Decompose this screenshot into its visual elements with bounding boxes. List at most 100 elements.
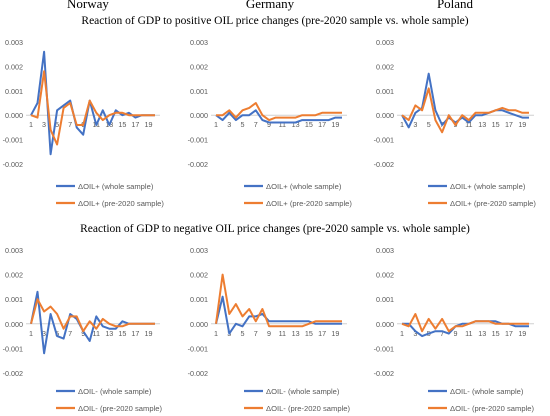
x-tick-label: 15 xyxy=(305,120,313,129)
series-line-pre-2020-sample xyxy=(216,102,342,122)
y-tick-label: -0.002 xyxy=(3,369,23,378)
x-tick-label: 9 xyxy=(267,329,271,338)
y-tick-label: 0.003 xyxy=(190,246,208,255)
x-tick-label: 7 xyxy=(440,329,444,338)
legend-label: ΔOIL+ (whole sample) xyxy=(78,182,154,191)
series-line-whole-sample xyxy=(401,72,529,129)
x-tick-label: 13 xyxy=(478,120,486,129)
legend-label: ΔOIL- (whole sample) xyxy=(450,387,524,396)
y-tick-label: -0.002 xyxy=(374,160,394,169)
legend-label: ΔOIL+ (pre-2020 sample) xyxy=(266,199,352,208)
x-tick-label: 15 xyxy=(118,329,126,338)
series-line-pre-2020-sample xyxy=(30,70,155,146)
country-label-germany: Germany xyxy=(246,0,295,11)
series-line-whole-sample xyxy=(215,295,342,335)
x-tick-label: 9 xyxy=(267,120,271,129)
legend-label: ΔOIL+ (whole sample) xyxy=(266,182,342,191)
x-tick-label: 1 xyxy=(400,120,404,129)
legend-label: ΔOIL+ (pre-2020 sample) xyxy=(78,199,164,208)
x-tick-label: 5 xyxy=(241,329,245,338)
y-tick-label: 0.001 xyxy=(376,295,394,304)
x-tick-label: 9 xyxy=(453,329,457,338)
series-line-pre-2020-sample xyxy=(401,313,529,333)
x-tick-label: 7 xyxy=(254,120,258,129)
y-tick-label: 0.000 xyxy=(5,320,23,329)
y-tick-label: -0.001 xyxy=(374,344,394,353)
legend-label: ΔOIL- (pre-2020 sample) xyxy=(78,404,162,413)
y-tick-label: 0.002 xyxy=(190,271,208,280)
y-tick-label: 0.003 xyxy=(5,38,23,47)
series-line-pre-2020-sample xyxy=(401,87,529,134)
x-tick-label: 19 xyxy=(518,329,526,338)
x-tick-label: 1 xyxy=(29,120,33,129)
y-tick-label: -0.001 xyxy=(188,136,208,145)
x-tick-label: 17 xyxy=(505,120,513,129)
x-tick-label: 11 xyxy=(465,329,472,338)
x-tick-label: 1 xyxy=(29,329,33,338)
x-tick-label: 7 xyxy=(68,120,72,129)
x-tick-label: 15 xyxy=(305,329,313,338)
x-tick-label: 11 xyxy=(465,120,472,129)
y-tick-label: 0.001 xyxy=(5,87,23,96)
x-tick-label: 5 xyxy=(241,120,245,129)
x-tick-label: 11 xyxy=(279,120,286,129)
x-tick-label: 17 xyxy=(131,329,139,338)
y-tick-label: -0.002 xyxy=(3,160,23,169)
x-tick-label: 17 xyxy=(131,120,139,129)
x-tick-label: 3 xyxy=(413,329,417,338)
y-tick-label: 0.003 xyxy=(376,246,394,255)
y-tick-label: 0.001 xyxy=(190,295,208,304)
y-tick-label: 0.001 xyxy=(376,87,394,96)
y-tick-label: 0.002 xyxy=(190,62,208,71)
x-tick-label: 15 xyxy=(492,329,500,338)
y-tick-label: 0.002 xyxy=(376,271,394,280)
y-tick-label: -0.002 xyxy=(374,369,394,378)
legend-label: ΔOIL- (whole sample) xyxy=(266,387,340,396)
x-tick-label: 15 xyxy=(118,120,126,129)
x-tick-label: 19 xyxy=(331,120,339,129)
y-tick-label: -0.002 xyxy=(188,369,208,378)
x-tick-label: 7 xyxy=(254,329,258,338)
y-tick-label: 0.002 xyxy=(5,62,23,71)
y-tick-label: 0.002 xyxy=(5,271,23,280)
y-tick-label: 0.003 xyxy=(190,38,208,47)
x-tick-label: 11 xyxy=(279,329,286,338)
row-title-negative: Reaction of GDP to negative OIL price ch… xyxy=(80,223,470,235)
x-tick-label: 13 xyxy=(478,329,486,338)
x-tick-label: 13 xyxy=(105,329,113,338)
x-tick-label: 1 xyxy=(214,120,218,129)
y-tick-label: 0.001 xyxy=(190,87,208,96)
y-tick-label: 0.000 xyxy=(5,111,23,120)
x-tick-label: 9 xyxy=(81,329,85,338)
y-tick-label: 0.000 xyxy=(376,320,394,329)
y-tick-label: 0.003 xyxy=(5,246,23,255)
x-tick-label: 15 xyxy=(492,120,500,129)
series-line-pre-2020-sample xyxy=(215,273,342,328)
series-line-whole-sample xyxy=(215,109,342,124)
legend-label: ΔOIL- (pre-2020 sample) xyxy=(266,404,350,413)
x-tick-label: 19 xyxy=(518,120,526,129)
x-tick-label: 17 xyxy=(318,120,326,129)
x-tick-label: 17 xyxy=(318,329,326,338)
series-line-whole-sample xyxy=(30,290,155,355)
y-tick-label: 0.000 xyxy=(376,111,394,120)
x-tick-label: 19 xyxy=(331,329,339,338)
y-tick-label: -0.002 xyxy=(188,160,208,169)
x-tick-label: 17 xyxy=(505,329,513,338)
y-tick-label: 0.000 xyxy=(190,320,208,329)
y-tick-label: -0.001 xyxy=(374,136,394,145)
x-tick-label: 7 xyxy=(68,329,72,338)
x-tick-label: 3 xyxy=(42,120,46,129)
y-tick-label: 0.000 xyxy=(190,111,208,120)
y-tick-label: -0.001 xyxy=(3,136,23,145)
x-tick-label: 3 xyxy=(413,120,417,129)
country-label-norway: Norway xyxy=(67,0,109,11)
y-tick-label: 0.003 xyxy=(376,38,394,47)
x-tick-label: 19 xyxy=(144,120,152,129)
